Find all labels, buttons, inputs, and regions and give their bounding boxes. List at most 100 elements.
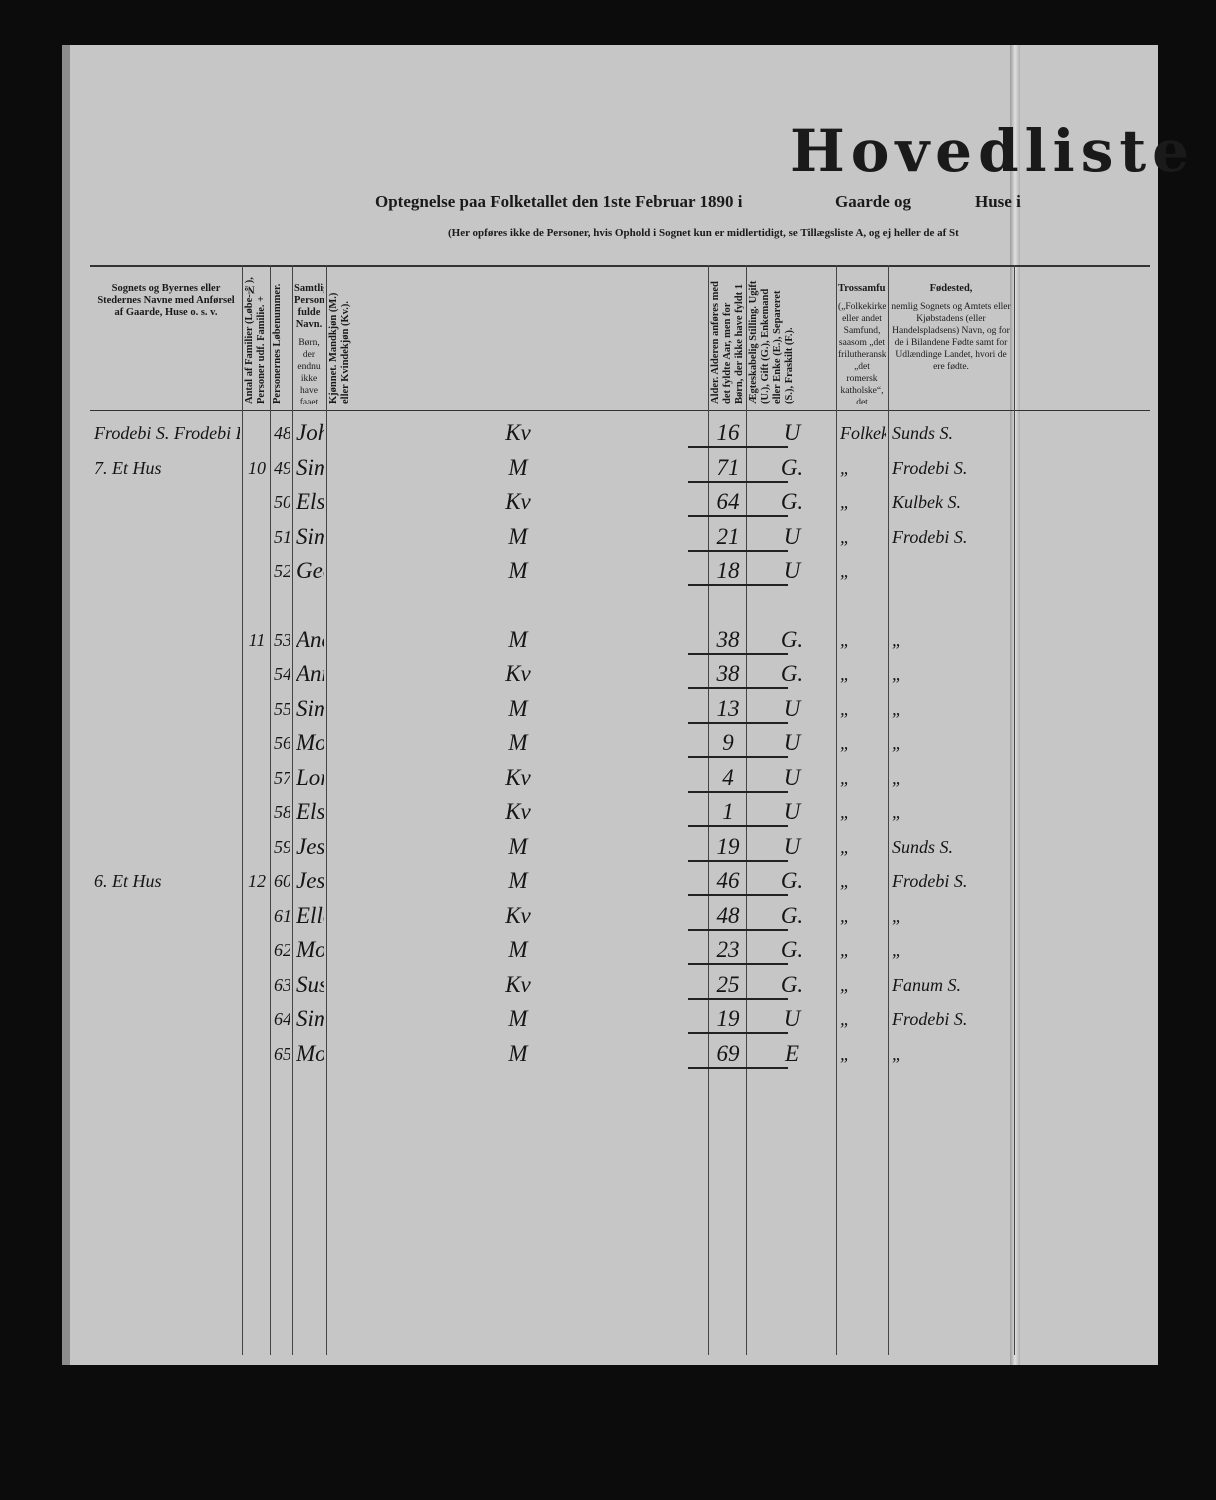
- cell-religion: „: [840, 561, 851, 581]
- sex-underline: [688, 480, 788, 483]
- column-header: Samtlige Personers fulde Navn. Børn, der …: [294, 271, 324, 404]
- cell-number: 57: [274, 767, 290, 788]
- cell-name: Jesper Juul Vang: [296, 868, 324, 893]
- cell-name: Anne Cathrine Frederikke Hammer: [296, 661, 324, 686]
- column-title: Antal af Familier (Løbe-№), Personer udf…: [244, 277, 267, 404]
- cell-sex: Kv: [505, 764, 531, 790]
- cell-birthplace: Sunds S.: [892, 836, 954, 857]
- cell-status: U: [783, 764, 801, 790]
- cell-birthplace: „: [892, 733, 903, 753]
- sex-underline: [688, 756, 788, 758]
- cell-age: 38: [716, 661, 740, 686]
- cell-sex: M: [508, 833, 528, 859]
- cell-status: U: [783, 1006, 801, 1031]
- column-header: Personernes Løbenummer.: [272, 271, 290, 404]
- cell-family: 11: [248, 629, 266, 650]
- cell-religion: Folkekirken: [840, 423, 886, 443]
- cell-birthplace: Frodebi S.: [892, 871, 968, 891]
- cell-sex: M: [508, 868, 528, 893]
- cell-status: G.: [780, 489, 804, 514]
- cell-sex: Kv: [505, 799, 531, 824]
- cell-religion: „: [840, 767, 851, 788]
- sex-underline: [688, 790, 788, 793]
- cell-sex: M: [508, 523, 528, 549]
- cell-place: 6. Et Hus: [94, 871, 162, 891]
- subtitle-huse: Huse i: [975, 192, 1021, 211]
- sex-underline: [688, 515, 788, 517]
- sex-underline: [688, 1066, 788, 1069]
- cell-sex: M: [508, 454, 528, 480]
- cell-number: 65: [274, 1043, 290, 1064]
- cell-number: 53: [274, 629, 290, 650]
- cell-name: Else Susanne Frederikke Hammer: [296, 799, 324, 824]
- cell-name: Morten Ole Vang Hammer: [296, 730, 324, 755]
- cell-age: 18: [716, 558, 740, 583]
- cell-name: Jesper Christian Nielsen: [296, 833, 324, 859]
- cell-sex: M: [508, 937, 528, 962]
- cell-status: E: [784, 1040, 800, 1066]
- cell-sex: M: [508, 558, 528, 583]
- cell-birthplace: „: [892, 802, 903, 822]
- cell-family: 12: [248, 871, 266, 891]
- column-title: Personernes Løbenummer.: [272, 283, 283, 404]
- cell-age: 21: [716, 523, 740, 549]
- subtitle: Optegnelse paa Folketallet den 1ste Febr…: [375, 192, 743, 211]
- cell-name: Morten Thorman Vang: [296, 937, 324, 962]
- cell-birthplace: „: [892, 767, 903, 788]
- cell-number: 59: [274, 836, 290, 857]
- cell-place: Frodebi S. Frodebi By: [94, 423, 240, 443]
- cell-religion: „: [840, 492, 851, 512]
- cell-age: 71: [716, 454, 740, 480]
- cell-birthplace: „: [892, 1043, 903, 1064]
- cell-number: 64: [274, 1009, 290, 1029]
- cell-religion: „: [840, 457, 851, 478]
- cell-religion: „: [840, 802, 851, 822]
- page: Hovedliste Optegnelse paa Folketallet de…: [62, 45, 1189, 1365]
- page-fold: [1010, 45, 1020, 1365]
- cell-birthplace: Sunds S.: [892, 423, 954, 443]
- cell-name: Ellen Marie Tommine Susanne Vang: [296, 902, 324, 928]
- cell-place: 7. Et Hus: [94, 457, 162, 478]
- cell-sex: M: [508, 626, 528, 652]
- subtitle-gaarde: Gaarde og: [835, 192, 912, 211]
- cell-status: U: [783, 695, 801, 721]
- cell-religion: „: [840, 974, 851, 995]
- cell-number: 49: [274, 457, 290, 478]
- sex-underline: [688, 446, 788, 448]
- header-bottom-rule: [90, 410, 1150, 411]
- cell-status: G.: [780, 971, 804, 997]
- sex-underline: [688, 928, 788, 931]
- cell-name: Simon Christian Hammer: [296, 695, 324, 721]
- cell-number: 60: [274, 871, 290, 891]
- cell-number: 54: [274, 664, 290, 684]
- cell-sex: M: [508, 730, 528, 755]
- cell-name: Susanne Birgitte Vang: [296, 971, 324, 997]
- cell-sex: M: [508, 1040, 528, 1066]
- cell-name: Lorentse Hammer: [296, 764, 324, 790]
- column-header: Ægteskabelig Stilling. Ugift (U.), Gift …: [748, 271, 834, 404]
- cell-age: 46: [716, 868, 740, 893]
- sex-underline: [688, 652, 788, 655]
- cell-number: 58: [274, 802, 290, 822]
- cell-birthplace: „: [892, 629, 903, 650]
- cell-number: 56: [274, 733, 290, 753]
- cell-religion: „: [840, 698, 851, 719]
- cell-number: 61: [274, 905, 290, 926]
- cell-status: U: [783, 523, 801, 549]
- cell-number: 55: [274, 698, 290, 719]
- cell-number: 63: [274, 974, 290, 995]
- sex-underline: [688, 549, 788, 552]
- cell-number: 52: [274, 561, 290, 581]
- cell-sex: Kv: [505, 489, 531, 514]
- cell-number: 62: [274, 940, 290, 960]
- column-rule: [1014, 265, 1015, 1355]
- sex-underline: [688, 894, 788, 896]
- cell-sex: Kv: [505, 971, 531, 997]
- cell-birthplace: Fanum S.: [892, 974, 961, 995]
- cell-age: 4: [722, 764, 734, 790]
- cell-age: 25: [716, 971, 740, 997]
- cell-birthplace: Kulbek S.: [892, 492, 961, 512]
- cell-name: Morten Ole Vang Jespersen: [296, 1040, 324, 1066]
- column-title: Kjønnet. Mandkjøn (M.) eller Kvindekjøn …: [328, 292, 351, 404]
